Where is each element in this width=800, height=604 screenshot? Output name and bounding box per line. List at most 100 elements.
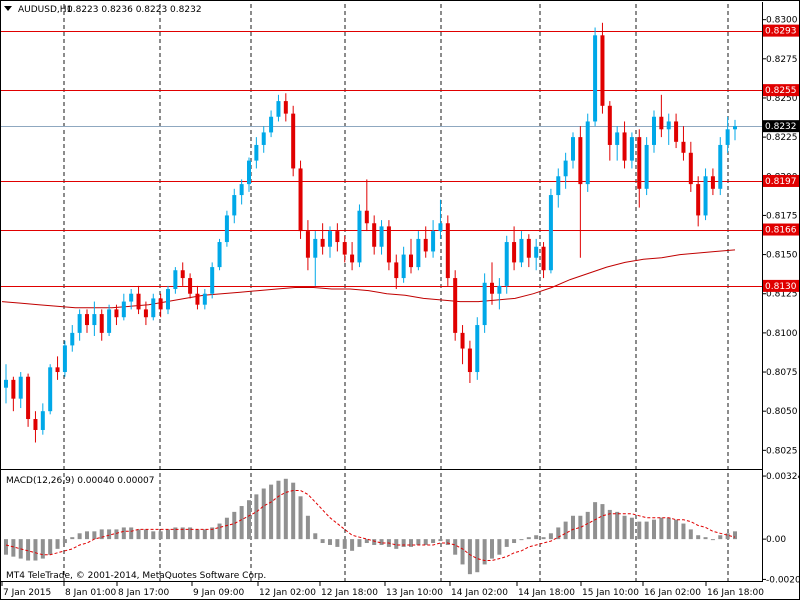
macd-bar: [357, 539, 362, 547]
macd-bar: [151, 531, 156, 540]
candle: [629, 132, 634, 169]
macd-bar: [401, 539, 406, 547]
macd-bar: [202, 529, 207, 540]
macd-bar: [217, 523, 222, 540]
time-tick-label: 14 Jan 02:00: [451, 588, 508, 598]
macd-bar: [107, 529, 112, 540]
macd-bar: [26, 539, 31, 561]
ohlc-readout: 0.8223 0.8236 0.8223 0.8232: [67, 5, 202, 15]
candle: [394, 254, 399, 290]
candle-body: [70, 332, 75, 346]
candle: [328, 226, 332, 258]
macd-bar: [578, 515, 583, 540]
candle: [423, 226, 428, 258]
candle-body: [195, 293, 200, 305]
macd-bar: [328, 539, 332, 545]
price-tick-label: 0.8150: [766, 251, 798, 261]
price-level-tag[interactable]: [763, 279, 799, 292]
candle-body: [659, 116, 664, 130]
macd-bar: [232, 511, 237, 540]
candle: [593, 27, 598, 127]
candle: [607, 101, 612, 161]
candle: [585, 113, 590, 192]
macd-bar: [335, 539, 340, 547]
candle-body: [475, 325, 480, 373]
macd-bar: [350, 539, 355, 551]
macd-bar: [342, 539, 347, 549]
candle-body: [188, 278, 193, 294]
price-tick-label: 0.8125: [766, 290, 798, 300]
candle-body: [615, 132, 620, 145]
candle-body: [55, 367, 60, 373]
candle: [107, 304, 112, 337]
candle-body: [202, 293, 207, 305]
price-level-tag-label: 0.8255: [765, 86, 797, 96]
macd-bar: [696, 535, 701, 540]
macd-bar: [283, 478, 288, 540]
candle-body: [600, 35, 605, 106]
candle: [40, 403, 45, 435]
price-tick-label: 0.8025: [766, 446, 798, 456]
candle-body: [652, 116, 656, 145]
macd-bar: [497, 539, 502, 555]
time-tick-label: 12 Jan 02:00: [259, 588, 316, 598]
price-level-tag[interactable]: [763, 84, 799, 97]
candle-body: [674, 121, 679, 142]
candle-body: [534, 246, 539, 258]
candle: [600, 22, 605, 114]
candle-body: [328, 231, 332, 247]
candle: [416, 231, 421, 271]
macd-bar: [710, 539, 715, 541]
macd-tick-label: 0.00: [766, 535, 786, 545]
candle-body: [519, 238, 524, 263]
candle: [681, 126, 686, 161]
candle-body: [497, 285, 502, 294]
candle: [578, 126, 583, 258]
chart-title: AUDUSD,H1: [18, 5, 72, 15]
candle: [18, 372, 23, 409]
candle-body: [121, 301, 126, 318]
candle-body: [401, 254, 406, 279]
macd-bar: [733, 531, 737, 540]
price-level-tag-label: 0.8130: [765, 282, 797, 292]
current-price-tag: [763, 120, 799, 133]
candle-body: [482, 282, 487, 326]
macd-bar: [55, 539, 60, 549]
macd-bar: [482, 539, 487, 565]
macd-bar: [11, 539, 16, 557]
candle-body: [173, 270, 178, 290]
triangle-down-icon[interactable]: [4, 6, 12, 11]
price-tick-label: 0.8250: [766, 94, 798, 104]
macd-bar: [77, 533, 82, 540]
candle-body: [394, 262, 399, 279]
macd-bar: [166, 529, 170, 540]
price-level-tag[interactable]: [763, 174, 799, 187]
price-tick-label: 0.8275: [766, 55, 798, 65]
candle-body: [453, 278, 458, 333]
candle-body: [99, 314, 104, 333]
macd-bar: [62, 539, 67, 544]
macd-bar: [416, 539, 421, 545]
candle: [548, 188, 553, 274]
macd-bar: [247, 500, 251, 540]
candle: [217, 238, 222, 271]
candle: [666, 113, 671, 145]
price-level-tag[interactable]: [763, 223, 799, 236]
candle: [401, 246, 406, 283]
price-level-tag[interactable]: [763, 24, 799, 37]
time-tick-label: 12 Jan 18:00: [321, 588, 378, 598]
candle-body: [460, 332, 465, 349]
candle: [85, 309, 89, 333]
time-tick-label: 16 Jan 18:00: [707, 588, 764, 598]
price-axis-layer: 0.83000.82750.82500.82250.82000.81750.81…: [763, 16, 800, 585]
candle-body: [548, 195, 553, 271]
macd-bar: [320, 539, 325, 544]
candle-body: [578, 137, 583, 185]
grid-layer: [63, 4, 729, 581]
macd-bar: [644, 521, 649, 540]
candle-body: [77, 314, 82, 333]
candle: [180, 262, 185, 286]
candle-body: [298, 168, 303, 232]
